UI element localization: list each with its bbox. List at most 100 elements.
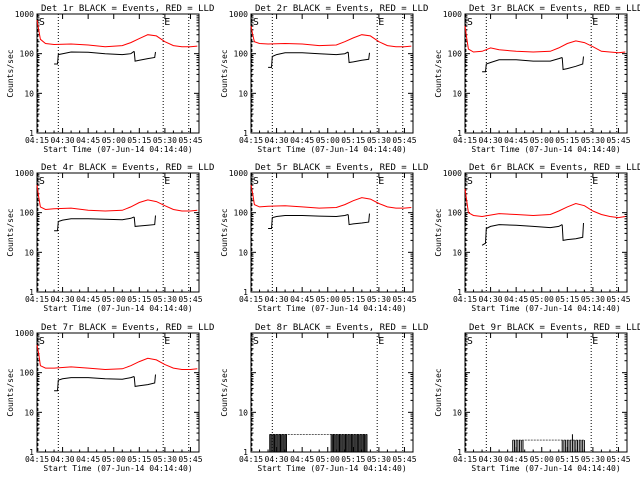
x-tick-label: 05:30 [581,136,605,145]
lld-series-line [36,344,198,371]
x-axis-label: Start Time (07-Jun-14 04:14:40) [257,145,406,154]
panel-title: Det 6r BLACK = Events, RED = LLD [469,163,640,173]
x-tick-label: 05:45 [606,295,630,304]
x-axis-label: Start Time (07-Jun-14 04:14:40) [471,304,620,313]
events-series-line [54,216,135,232]
x-tick-label: 05:45 [178,136,202,145]
x-tick-label: 04:30 [479,136,503,145]
x-tick-label: 04:45 [76,136,100,145]
x-tick-label: 05:30 [153,455,177,464]
x-axis-label: Start Time (07-Jun-14 04:14:40) [471,464,620,473]
end-marker-label: E [592,17,598,28]
panel-title: Det 9r BLACK = Events, RED = LLD [469,323,640,333]
x-tick-label: 05:00 [102,295,126,304]
y-tick-label: 1000 [443,169,462,178]
x-tick-label: 04:15 [453,455,477,464]
panel-title: Det 7r BLACK = Events, RED = LLD [41,323,214,333]
x-tick-label: 05:45 [392,295,416,304]
panel-title: Det 4r BLACK = Events, RED = LLD [41,163,214,173]
x-tick-label: 04:30 [51,295,75,304]
x-tick-label: 04:15 [453,295,477,304]
x-tick-label: 04:15 [453,136,477,145]
x-tick-label: 05:15 [127,136,151,145]
lld-series-line [464,25,626,54]
x-axis-label: Start Time (07-Jun-14 04:14:40) [257,304,406,313]
events-series-line [54,50,135,65]
detector-panel: Det 4r BLACK = Events, RED = LLD 1 10 100 10… [6,163,214,313]
events-series-line [347,213,370,226]
end-marker-label: E [164,176,170,187]
x-tick-label: 04:15 [239,295,263,304]
lld-series-line [36,20,198,48]
plot-frame [464,13,628,134]
start-marker-label: S [253,336,259,347]
detector-panel: Det 7r BLACK = Events, RED = LLD 1 10 100 10… [6,323,214,473]
events-series-line [268,51,349,68]
end-marker-label: E [592,176,598,187]
end-marker-label: E [164,17,170,28]
plot-frame [250,332,414,453]
x-tick-label: 05:00 [316,455,340,464]
start-marker-label: S [253,17,259,28]
x-tick-label: 05:30 [367,136,391,145]
lld-series-line [36,184,198,212]
events-series-line [481,224,563,246]
y-tick-label: 1000 [443,10,462,19]
y-tick-label: 1 [29,448,34,457]
events-series-line [347,51,370,64]
start-marker-label: S [467,336,473,347]
x-tick-label: 05:15 [341,455,365,464]
start-marker-label: S [39,17,45,28]
detector-panel: Det 3r BLACK = Events, RED = LLD 1 10 100 10… [434,4,640,154]
y-axis-label: Counts/sec [434,368,443,416]
x-tick-label: 04:30 [479,295,503,304]
x-tick-label: 05:00 [316,136,340,145]
plot-frame [36,332,200,453]
start-marker-label: S [253,176,259,187]
x-axis-label: Start Time (07-Jun-14 04:14:40) [471,145,620,154]
plot-frame [250,172,414,293]
y-tick-label: 10 [452,89,462,98]
y-axis-label: Counts/sec [6,368,15,416]
x-tick-label: 04:45 [504,136,528,145]
y-tick-label: 100 [20,50,35,59]
x-tick-label: 05:45 [178,455,202,464]
y-tick-label: 10 [238,248,248,257]
x-tick-label: 04:15 [25,295,49,304]
x-tick-label: 05:00 [316,295,340,304]
x-tick-label: 05:45 [392,455,416,464]
x-tick-label: 04:45 [76,295,100,304]
y-axis-label: Counts/sec [434,49,443,97]
x-tick-label: 05:15 [341,295,365,304]
plot-frame [464,172,628,293]
panel-title: Det 1r BLACK = Events, RED = LLD [41,4,214,14]
y-tick-label: 10 [452,408,462,417]
events-series-line [561,56,584,71]
x-tick-label: 04:30 [265,455,289,464]
detector-panel: Det 8r BLACK = Events, RED = LLD 1 10 04:15… [220,323,428,473]
x-tick-label: 04:30 [51,136,75,145]
events-series-line [268,214,349,229]
x-axis-label: Start Time (07-Jun-14 04:14:40) [257,464,406,473]
x-tick-label: 05:15 [127,455,151,464]
x-tick-label: 04:45 [290,295,314,304]
detector-panel: Det 5r BLACK = Events, RED = LLD 1 10 100 10… [220,163,428,313]
x-tick-label: 05:30 [367,455,391,464]
events-series-line [561,222,584,241]
y-tick-label: 1 [457,129,462,138]
x-tick-label: 04:15 [25,136,49,145]
y-tick-label: 10 [238,89,248,98]
x-tick-label: 05:15 [341,136,365,145]
detector-panel: Det 9r BLACK = Events, RED = LLD 1 10 04:15… [434,323,640,473]
x-tick-label: 05:15 [555,455,579,464]
lld-series-line [250,184,412,209]
x-tick-label: 04:45 [290,455,314,464]
x-tick-label: 05:30 [153,295,177,304]
y-tick-label: 100 [234,209,249,218]
x-tick-label: 05:45 [606,136,630,145]
plot-frame [36,13,200,134]
x-tick-label: 05:15 [555,295,579,304]
panel-title: Det 3r BLACK = Events, RED = LLD [469,4,640,14]
y-tick-label: 10 [24,89,34,98]
y-tick-label: 100 [448,50,463,59]
